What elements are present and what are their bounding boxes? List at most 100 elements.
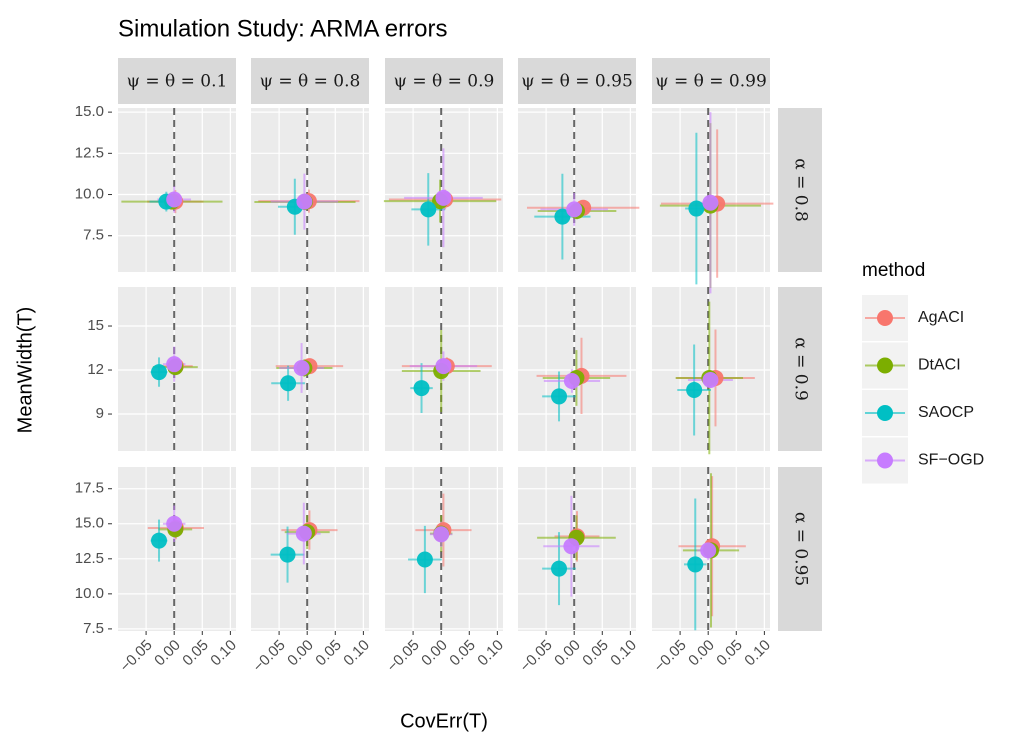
x-tick-label: 0.05 bbox=[446, 637, 479, 670]
x-tick-label: 0.10 bbox=[741, 637, 774, 670]
x-tick-label: 0.10 bbox=[607, 637, 640, 670]
x-tick-label: 0.00 bbox=[418, 637, 451, 670]
point bbox=[416, 551, 433, 568]
x-tick-label: −0.05 bbox=[250, 637, 289, 676]
strip-label: ψ = θ = 0.99 bbox=[655, 72, 767, 92]
y-tick-label: 10.0 bbox=[75, 585, 104, 602]
x-tick-label: 0.05 bbox=[312, 637, 345, 670]
panel-bg bbox=[251, 108, 369, 272]
y-tick-label: 17.5 bbox=[75, 480, 104, 497]
x-tick-label: −0.05 bbox=[384, 637, 423, 676]
strip: ψ = θ = 0.99 bbox=[652, 58, 770, 104]
y-tick-label: 7.5 bbox=[83, 227, 104, 244]
x-tick-label: 0.05 bbox=[579, 637, 612, 670]
point bbox=[293, 359, 310, 376]
point bbox=[551, 388, 568, 405]
point bbox=[700, 542, 717, 559]
panel-bg bbox=[118, 467, 236, 631]
strip: ψ = θ = 0.1 bbox=[118, 58, 236, 104]
legend-label: SAOCP bbox=[918, 404, 974, 421]
x-tick-label: 0.10 bbox=[474, 637, 507, 670]
x-tick-label: 0.00 bbox=[551, 637, 584, 670]
legend-key-point bbox=[877, 357, 893, 374]
x-tick-label: 0.00 bbox=[284, 637, 317, 670]
y-tick-label: 12.5 bbox=[75, 144, 104, 161]
chart-title: Simulation Study: ARMA errors bbox=[118, 15, 447, 42]
strip-bg bbox=[118, 58, 236, 104]
strip-bg bbox=[385, 58, 503, 104]
legend-key-point bbox=[877, 452, 893, 469]
strip-label: α = 0.95 bbox=[791, 512, 811, 586]
legend-key-point bbox=[877, 405, 893, 421]
y-tick-label: 15 bbox=[87, 317, 104, 334]
legend-key-point bbox=[877, 310, 893, 326]
legend-label: SF−OGD bbox=[918, 452, 984, 469]
point bbox=[702, 372, 719, 389]
point bbox=[166, 515, 183, 532]
strip: ψ = θ = 0.95 bbox=[518, 58, 636, 104]
x-tick-label: −0.05 bbox=[117, 637, 156, 676]
x-tick-label: 0.10 bbox=[340, 637, 373, 670]
strip-bg bbox=[778, 467, 822, 631]
x-tick-label: 0.05 bbox=[713, 637, 746, 670]
point bbox=[166, 356, 183, 373]
point bbox=[554, 208, 571, 225]
point bbox=[563, 538, 580, 555]
y-tick-label: 12.5 bbox=[75, 550, 104, 567]
strip-label: α = 0.8 bbox=[791, 158, 811, 222]
strip: α = 0.8 bbox=[778, 108, 822, 272]
panel-bg bbox=[652, 287, 770, 451]
strip: α = 0.95 bbox=[778, 467, 822, 631]
point bbox=[151, 364, 168, 381]
y-tick-label: 15.0 bbox=[75, 103, 104, 120]
strip-bg bbox=[778, 108, 822, 272]
point bbox=[688, 200, 705, 217]
strip-label: ψ = θ = 0.9 bbox=[394, 72, 495, 92]
legend-label: AgACI bbox=[918, 309, 964, 326]
strip-bg bbox=[778, 287, 822, 451]
point bbox=[166, 191, 183, 208]
y-axis-label: MeanWidth(T) bbox=[14, 307, 36, 434]
strip: ψ = θ = 0.8 bbox=[251, 58, 369, 104]
legend-title: method bbox=[862, 260, 925, 281]
strip-bg bbox=[652, 58, 770, 104]
x-tick-label: 0.00 bbox=[685, 637, 718, 670]
y-tick-label: 15.0 bbox=[75, 515, 104, 532]
point bbox=[151, 532, 168, 549]
point bbox=[551, 560, 568, 577]
point bbox=[433, 526, 450, 543]
panel-bg bbox=[518, 108, 636, 272]
strip-label: ψ = θ = 0.95 bbox=[521, 72, 633, 92]
x-tick-label: −0.05 bbox=[517, 637, 556, 676]
point bbox=[420, 201, 437, 218]
y-tick-label: 7.5 bbox=[83, 620, 104, 637]
y-tick-label: 12 bbox=[87, 361, 104, 378]
point bbox=[686, 381, 703, 398]
strip-label: ψ = θ = 0.1 bbox=[127, 72, 228, 92]
point bbox=[687, 556, 704, 573]
point bbox=[563, 373, 580, 390]
x-tick-label: 0.00 bbox=[151, 637, 184, 670]
point bbox=[296, 193, 313, 210]
x-tick-label: −0.05 bbox=[651, 637, 690, 676]
legend-label: DtACI bbox=[918, 357, 961, 374]
point bbox=[413, 380, 430, 397]
strip-bg bbox=[251, 58, 369, 104]
y-tick-label: 10.0 bbox=[75, 186, 104, 203]
point bbox=[280, 375, 297, 392]
strip-bg bbox=[518, 58, 636, 104]
strip-label: α = 0.9 bbox=[791, 337, 811, 401]
x-axis-label: CovErr(T) bbox=[400, 710, 488, 732]
x-tick-label: 0.10 bbox=[207, 637, 240, 670]
point bbox=[295, 525, 312, 542]
strip: ψ = θ = 0.9 bbox=[385, 58, 503, 104]
point bbox=[435, 189, 452, 206]
strip-label: ψ = θ = 0.8 bbox=[260, 72, 361, 92]
x-tick-label: 0.05 bbox=[179, 637, 212, 670]
strip: α = 0.9 bbox=[778, 287, 822, 451]
point bbox=[702, 194, 719, 211]
point bbox=[566, 201, 583, 218]
point bbox=[279, 546, 296, 563]
point bbox=[435, 358, 452, 375]
